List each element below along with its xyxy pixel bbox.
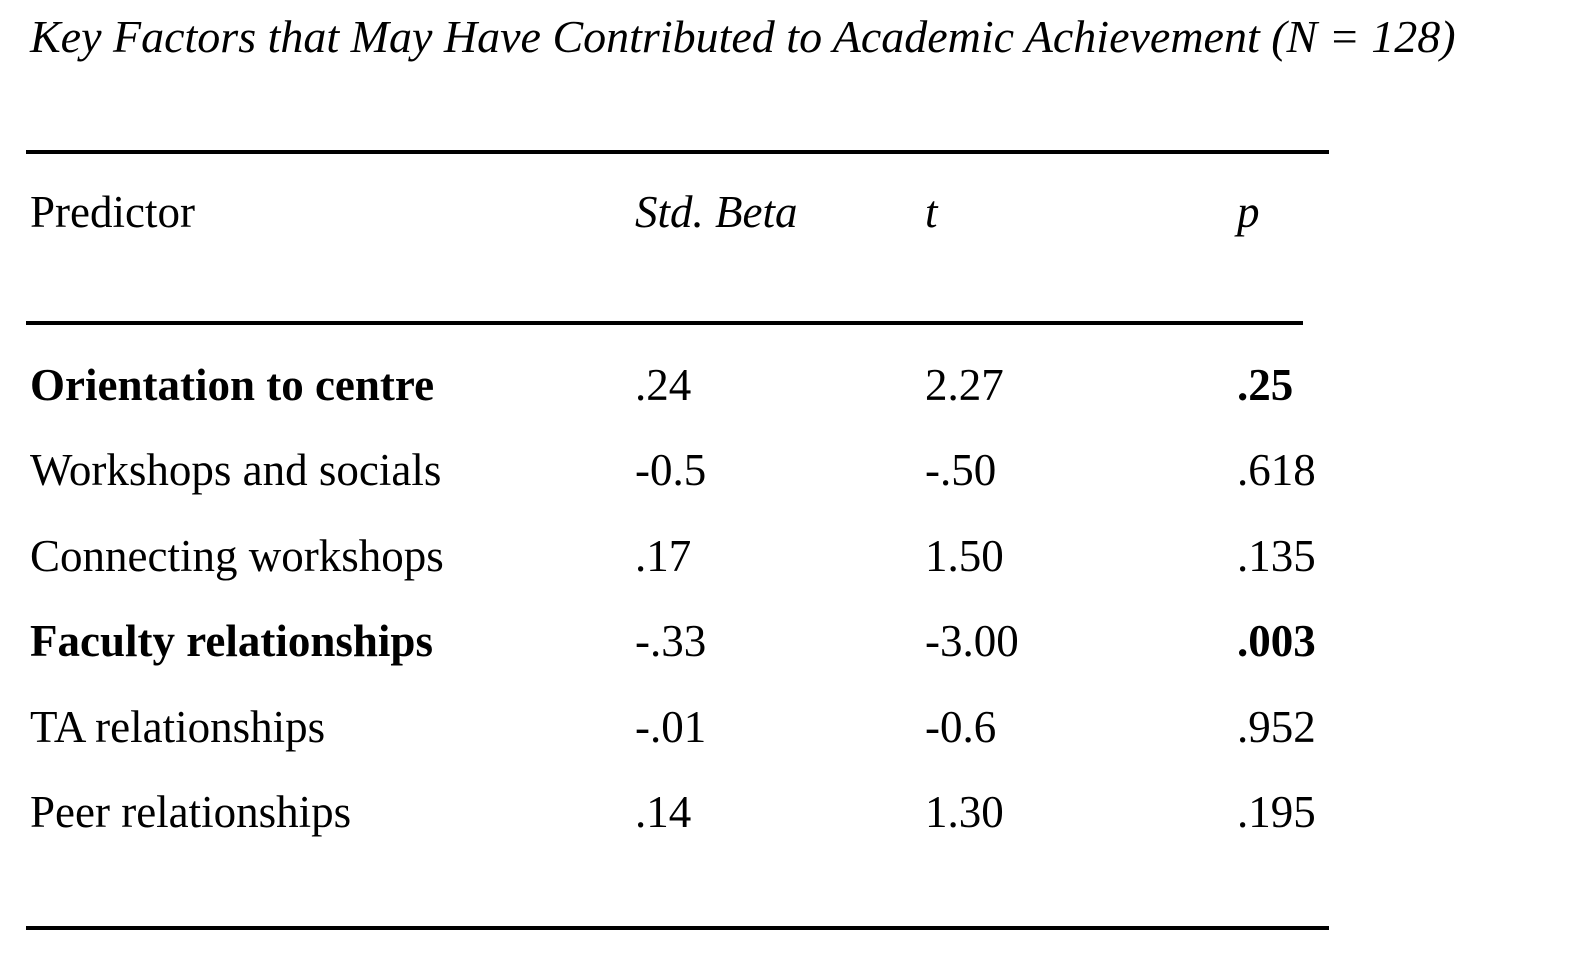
std-beta-cell: -0.5 <box>635 445 707 496</box>
std-beta-cell: -.01 <box>635 701 707 752</box>
p-cell: .952 <box>1237 701 1316 752</box>
results-table: Predictor Std. Beta t p Orientation to c… <box>26 150 1329 930</box>
column-header-p: p <box>1237 187 1260 237</box>
predictor-cell: Faculty relationships <box>30 616 433 667</box>
t-cell: 1.50 <box>925 530 1004 581</box>
column-header-predictor: Predictor <box>30 187 195 237</box>
predictor-cell: TA relationships <box>30 701 326 752</box>
t-cell: -0.6 <box>925 701 997 752</box>
table-title: Key Factors that May Have Contributed to… <box>30 11 1456 62</box>
table-body: Orientation to centre .24 2.27 .25 Works… <box>26 325 1329 926</box>
table-mid-rule <box>26 321 1303 325</box>
predictor-cell: Workshops and socials <box>30 445 442 496</box>
table-row: Faculty relationships -.33 -3.00 .003 <box>26 599 1329 685</box>
std-beta-cell: -.33 <box>635 616 707 667</box>
table-header-row: Predictor Std. Beta t p <box>26 154 1329 321</box>
predictor-cell: Orientation to centre <box>30 359 435 410</box>
t-cell: -.50 <box>925 445 997 496</box>
predictor-cell: Connecting workshops <box>30 530 444 581</box>
p-cell: .25 <box>1237 359 1294 410</box>
p-cell: .195 <box>1237 787 1316 838</box>
column-header-t: t <box>925 187 938 237</box>
table-row: TA relationships -.01 -0.6 .952 <box>26 684 1329 770</box>
t-cell: 1.30 <box>925 787 1004 838</box>
std-beta-cell: .17 <box>635 530 692 581</box>
p-cell: .135 <box>1237 530 1316 581</box>
t-cell: -3.00 <box>925 616 1019 667</box>
column-header-std-beta: Std. Beta <box>635 187 798 237</box>
table-row: Peer relationships .14 1.30 .195 <box>26 770 1329 856</box>
table-top-rule <box>26 150 1329 154</box>
table-row: Connecting workshops .17 1.50 .135 <box>26 513 1329 599</box>
table-row: Orientation to centre .24 2.27 .25 <box>26 342 1329 428</box>
p-cell: .618 <box>1237 445 1316 496</box>
table-bottom-rule <box>26 926 1329 930</box>
predictor-cell: Peer relationships <box>30 787 352 838</box>
table-row: Workshops and socials -0.5 -.50 .618 <box>26 428 1329 514</box>
p-cell: .003 <box>1237 616 1316 667</box>
std-beta-cell: .24 <box>635 359 692 410</box>
t-cell: 2.27 <box>925 359 1004 410</box>
std-beta-cell: .14 <box>635 787 692 838</box>
